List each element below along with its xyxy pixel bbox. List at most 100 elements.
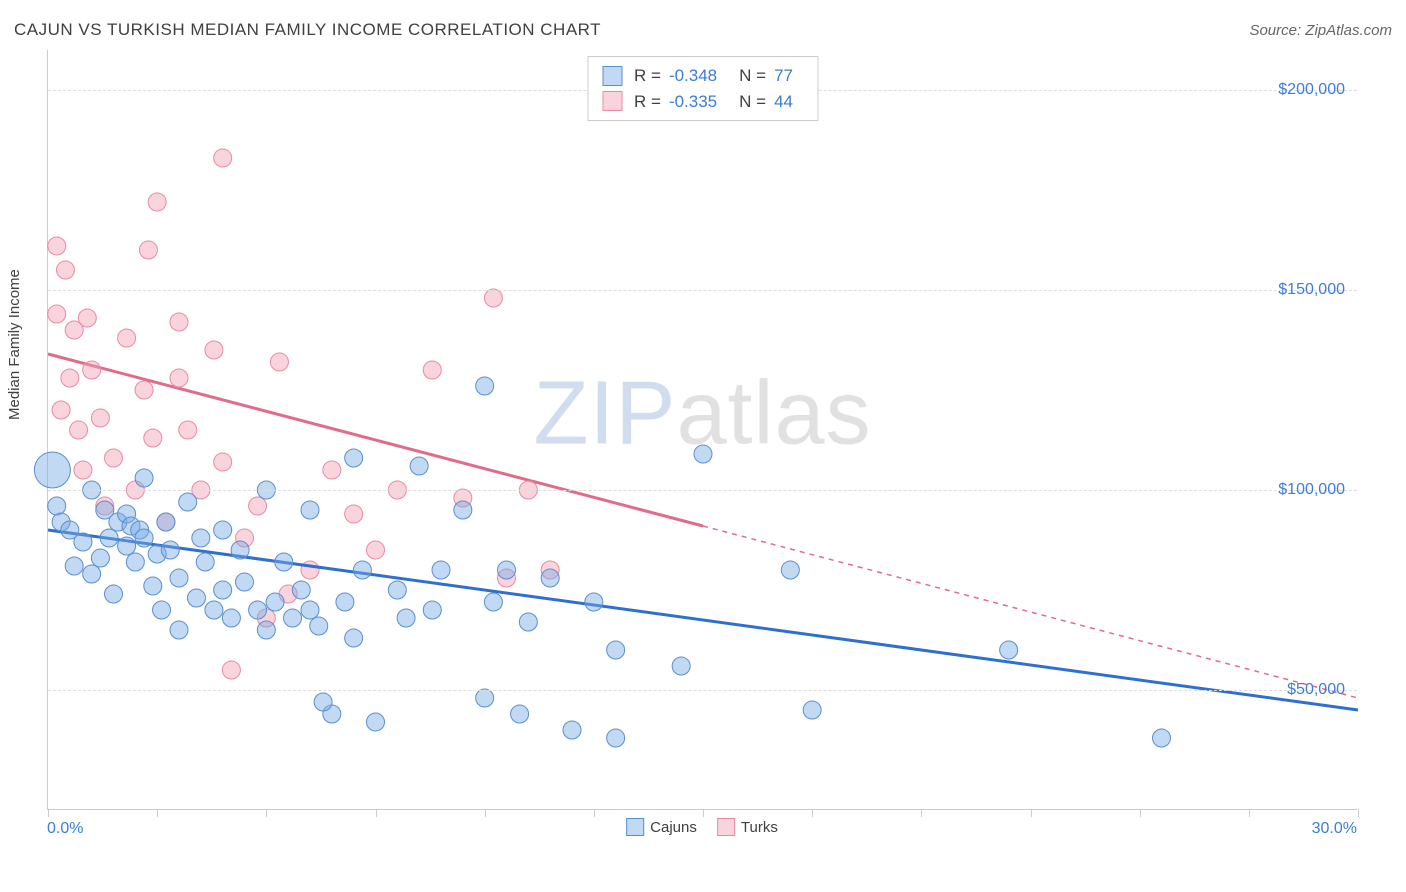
cajuns-point (353, 561, 371, 579)
x-axis-max-label: 30.0% (1312, 820, 1357, 838)
x-tick (921, 809, 922, 817)
turks-point (144, 429, 162, 447)
scatter-plot: R = -0.348 N = 77 R = -0.335 N = 44 ZIPa… (47, 50, 1357, 810)
cajuns-point (476, 377, 494, 395)
turks-point (70, 421, 88, 439)
turks-point (222, 661, 240, 679)
legend-item-turks: Turks (717, 818, 778, 836)
gridline (48, 490, 1357, 491)
y-tick-label: $200,000 (1278, 81, 1345, 99)
cajuns-point (336, 593, 354, 611)
cajuns-point (83, 565, 101, 583)
cajuns-point (476, 689, 494, 707)
x-tick (1358, 809, 1359, 817)
cajuns-point (170, 621, 188, 639)
legend-label-cajuns: Cajuns (650, 819, 697, 836)
cajuns-point (236, 573, 254, 591)
chart-svg (48, 50, 1357, 809)
cajuns-point (1153, 729, 1171, 747)
turks-point (270, 353, 288, 371)
cajuns-point (65, 557, 83, 575)
cajuns-point (170, 569, 188, 587)
turks-point (484, 289, 502, 307)
swatch-cajuns-icon (602, 66, 622, 86)
r-value-cajuns: -0.348 (669, 63, 717, 89)
legend-label-turks: Turks (741, 819, 778, 836)
cajuns-point (205, 601, 223, 619)
turks-point (179, 421, 197, 439)
turks-point (139, 241, 157, 259)
x-tick (1031, 809, 1032, 817)
x-tick (703, 809, 704, 817)
turks-point (78, 309, 96, 327)
cajuns-point (301, 601, 319, 619)
x-tick (1140, 809, 1141, 817)
cajuns-point (607, 729, 625, 747)
cajuns-point (607, 641, 625, 659)
x-tick (266, 809, 267, 817)
cajuns-point (187, 589, 205, 607)
turks-point (56, 261, 74, 279)
chart-title: CAJUN VS TURKISH MEDIAN FAMILY INCOME CO… (14, 20, 601, 40)
y-tick-label: $150,000 (1278, 281, 1345, 299)
cajuns-point (135, 529, 153, 547)
cajuns-point (397, 609, 415, 627)
swatch-cajuns-icon (626, 818, 644, 836)
turks-point (118, 329, 136, 347)
cajuns-point (781, 561, 799, 579)
cajuns-point (157, 513, 175, 531)
x-tick (485, 809, 486, 817)
cajuns-point (214, 521, 232, 539)
turks-point (105, 449, 123, 467)
cajuns-point (511, 705, 529, 723)
cajuns-point (292, 581, 310, 599)
turks-point (148, 193, 166, 211)
cajuns-point (301, 501, 319, 519)
cajuns-point (214, 581, 232, 599)
x-tick (157, 809, 158, 817)
cajuns-point (192, 529, 210, 547)
turks-point (367, 541, 385, 559)
r-label: R = (634, 63, 661, 89)
turks-point (205, 341, 223, 359)
cajuns-point (310, 617, 328, 635)
stats-row-cajuns: R = -0.348 N = 77 (602, 63, 803, 89)
cajuns-point (484, 593, 502, 611)
cajuns-point (222, 609, 240, 627)
cajuns-point (266, 593, 284, 611)
cajuns-point (105, 585, 123, 603)
cajuns-point (91, 549, 109, 567)
turks-point (52, 401, 70, 419)
cajuns-point (275, 553, 293, 571)
n-value-turks: 44 (774, 89, 793, 115)
gridline (48, 690, 1357, 691)
cajuns-point (410, 457, 428, 475)
turks-point (135, 381, 153, 399)
stats-row-turks: R = -0.335 N = 44 (602, 89, 803, 115)
turks-point (48, 305, 66, 323)
cajuns-point (196, 553, 214, 571)
cajuns-point (179, 493, 197, 511)
turks-point (214, 453, 232, 471)
cajuns-point (257, 621, 275, 639)
x-tick (1249, 809, 1250, 817)
cajuns-point (388, 581, 406, 599)
x-tick (48, 809, 49, 817)
x-tick (376, 809, 377, 817)
cajuns-point (144, 577, 162, 595)
swatch-turks-icon (602, 91, 622, 111)
cajuns-point (34, 452, 70, 488)
cajuns-point (314, 693, 332, 711)
cajuns-point (803, 701, 821, 719)
cajuns-point (48, 497, 66, 515)
cajuns-point (284, 609, 302, 627)
cajuns-point (135, 469, 153, 487)
turks-point (83, 361, 101, 379)
x-tick (812, 809, 813, 817)
legend-item-cajuns: Cajuns (626, 818, 697, 836)
x-axis-min-label: 0.0% (47, 820, 83, 838)
cajuns-point (126, 553, 144, 571)
cajuns-point (367, 713, 385, 731)
cajuns-point (563, 721, 581, 739)
cajuns-point (345, 449, 363, 467)
